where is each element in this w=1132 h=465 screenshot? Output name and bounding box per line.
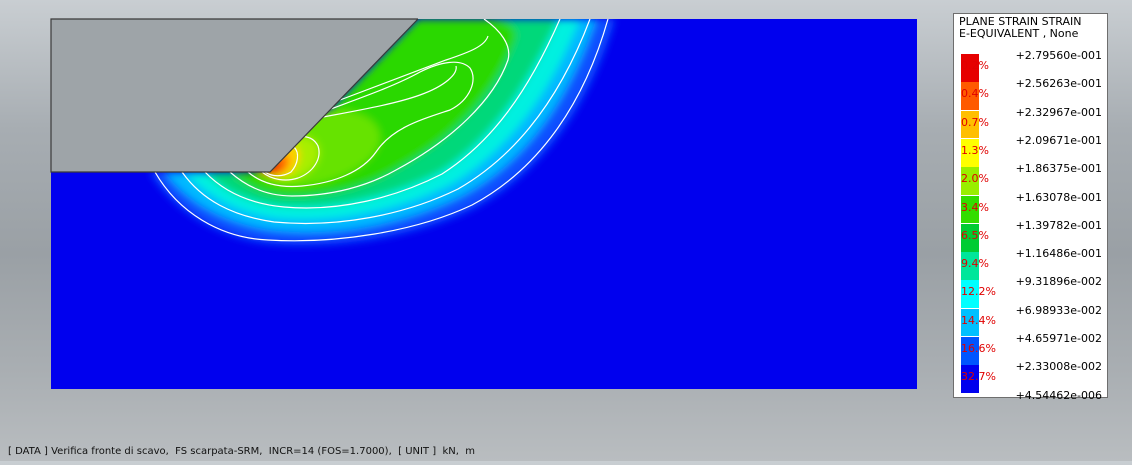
legend-color-swatch xyxy=(961,195,979,224)
legend-percent: 16.6% xyxy=(961,342,996,355)
contour-lines xyxy=(154,19,609,242)
legend-color-swatch xyxy=(961,54,979,82)
contour-line xyxy=(264,146,299,177)
legend-value: +2.32967e-001 xyxy=(1015,105,1102,119)
excavation-outline xyxy=(50,18,419,173)
contour-legend[interactable]: PLANE STRAIN STRAIN E-EQUIVALENT , None … xyxy=(953,13,1108,401)
legend-percent: 1.3% xyxy=(961,143,989,157)
contour-line xyxy=(339,35,489,101)
legend-title-line1: PLANE STRAIN STRAIN xyxy=(959,15,1082,28)
legend-color-swatch xyxy=(961,223,979,252)
legend-color-swatch xyxy=(961,167,979,195)
legend-title-line2: E-EQUIVALENT , None xyxy=(959,27,1079,40)
legend-percent: 0.2% xyxy=(961,59,989,72)
legend-value: +2.79560e-001 xyxy=(1015,49,1102,62)
legend-color-swatch xyxy=(961,308,979,337)
contour-line xyxy=(181,19,591,225)
legend-value: +1.16486e-001 xyxy=(1015,247,1102,261)
legend-value: +6.98933e-002 xyxy=(1015,303,1102,317)
legend-color-swatch xyxy=(961,82,979,111)
legend-value: +9.31896e-002 xyxy=(1015,275,1102,289)
soil-domain xyxy=(51,19,917,389)
legend-percent: 14.4% xyxy=(961,313,996,327)
legend-percent: 0.7% xyxy=(961,115,989,129)
legend-percent: 3.4% xyxy=(961,200,989,214)
legend-color-swatch xyxy=(961,365,979,394)
legend-percent: 32.7% xyxy=(961,370,996,384)
legend-color-swatch xyxy=(961,252,979,280)
legend-title: PLANE STRAIN STRAIN E-EQUIVALENT , None xyxy=(959,16,1082,40)
legend-color-swatch xyxy=(961,280,979,309)
legend-value: +2.09671e-001 xyxy=(1015,133,1102,147)
legend-value: +2.56263e-001 xyxy=(1015,77,1102,91)
contour-line xyxy=(204,19,561,209)
legend-value: +2.33008e-002 xyxy=(1015,360,1102,374)
legend-percent: 9.4% xyxy=(961,257,989,271)
legend-percent: 0.4% xyxy=(961,87,989,101)
contour-line xyxy=(317,65,457,119)
contour-line xyxy=(247,61,474,188)
legend-value: +1.86375e-001 xyxy=(1015,162,1102,176)
status-bar: [ DATA ] Verifica fronte di scavo, FS sc… xyxy=(8,446,476,457)
legend-color-swatch xyxy=(961,337,979,365)
legend-value: +1.39782e-001 xyxy=(1015,218,1102,232)
legend-value: +4.65971e-002 xyxy=(1015,332,1102,345)
contour-line xyxy=(154,19,609,242)
excavated-region xyxy=(51,19,418,172)
legend-percent: 12.2% xyxy=(961,285,996,299)
contour-line xyxy=(229,19,510,197)
legend-color-swatch xyxy=(961,110,979,139)
legend-percent: 6.5% xyxy=(961,228,989,242)
legend-color-swatch xyxy=(961,138,979,167)
legend-value: +4.54462e-006 xyxy=(1015,388,1102,402)
legend-percent: 2.0% xyxy=(961,172,989,186)
legend-value: +1.63078e-001 xyxy=(1015,190,1102,204)
